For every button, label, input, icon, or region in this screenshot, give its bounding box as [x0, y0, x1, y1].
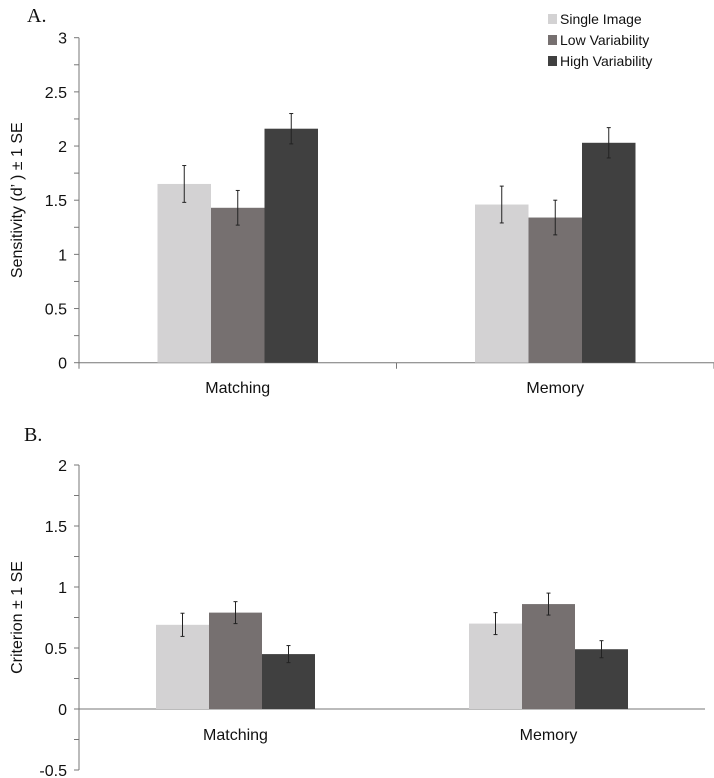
y-tick-label: 2	[58, 139, 67, 156]
y-tick-label: -0.5	[39, 763, 67, 778]
error-bar	[233, 601, 238, 625]
y-tick-label: 0.5	[45, 302, 67, 319]
bar-single-image	[157, 183, 211, 363]
bar-low-variability	[522, 604, 575, 709]
bar-high-variability	[582, 142, 636, 363]
chart-panel-b: B. -0.5 0 0.5 1 1.5 2 Criterion ± 1 SE Matching M…	[9, 424, 705, 778]
bar-high-variability	[262, 654, 315, 709]
legend-swatch	[548, 35, 557, 45]
legend-label: High Variability	[560, 53, 652, 69]
panel-label: B.	[24, 424, 42, 446]
bar-high-variability	[575, 649, 628, 709]
legend-swatch	[548, 14, 557, 24]
error-bar	[599, 640, 604, 659]
panel-label: A.	[27, 5, 46, 27]
chart-panel-a: A. 0 0.5 1 1.5 2 2.5 3 Sensitivity (d’ ) ± 1 SE M…	[9, 5, 714, 397]
bar-single-image	[475, 204, 529, 363]
y-axis-label: Sensitivity (d’ ) ± 1 SE	[9, 122, 26, 278]
y-tick-label: 0.5	[45, 641, 67, 658]
error-bar	[289, 113, 294, 145]
error-bar	[553, 199, 558, 236]
error-bar	[606, 127, 611, 159]
bar-single-image	[469, 623, 522, 709]
error-bar	[286, 645, 291, 664]
category-label: Memory	[520, 727, 578, 744]
legend-label: Low Variability	[560, 32, 649, 48]
y-tick-label: 2.5	[45, 85, 67, 102]
error-bar	[499, 185, 504, 224]
error-bar	[180, 612, 185, 637]
y-tick-label: 2	[58, 458, 67, 475]
category-label: Memory	[526, 380, 584, 397]
y-tick-label: 1.5	[45, 193, 67, 210]
legend-label: Single Image	[560, 11, 642, 27]
error-bar	[546, 592, 551, 616]
legend-swatch	[548, 56, 557, 66]
category-label: Matching	[203, 727, 268, 744]
y-tick-label: 1	[58, 580, 67, 597]
y-tick-label: 1	[58, 247, 67, 264]
bar-single-image	[156, 624, 209, 709]
y-tick-label: 0	[58, 356, 67, 373]
bar-low-variability	[209, 612, 262, 709]
bar-high-variability	[264, 128, 318, 363]
legend: Single Image Low Variability High Variabil…	[548, 11, 652, 69]
bar-low-variability	[528, 217, 582, 363]
error-bar	[493, 612, 498, 636]
y-axis-label: Criterion ± 1 SE	[9, 561, 26, 674]
y-tick-label: 3	[58, 31, 67, 48]
category-label: Matching	[205, 380, 270, 397]
y-tick-label: 1.5	[45, 519, 67, 536]
error-bar	[235, 189, 240, 226]
error-bar	[182, 165, 187, 203]
bar-low-variability	[211, 207, 265, 363]
y-tick-label: 0	[58, 702, 67, 719]
